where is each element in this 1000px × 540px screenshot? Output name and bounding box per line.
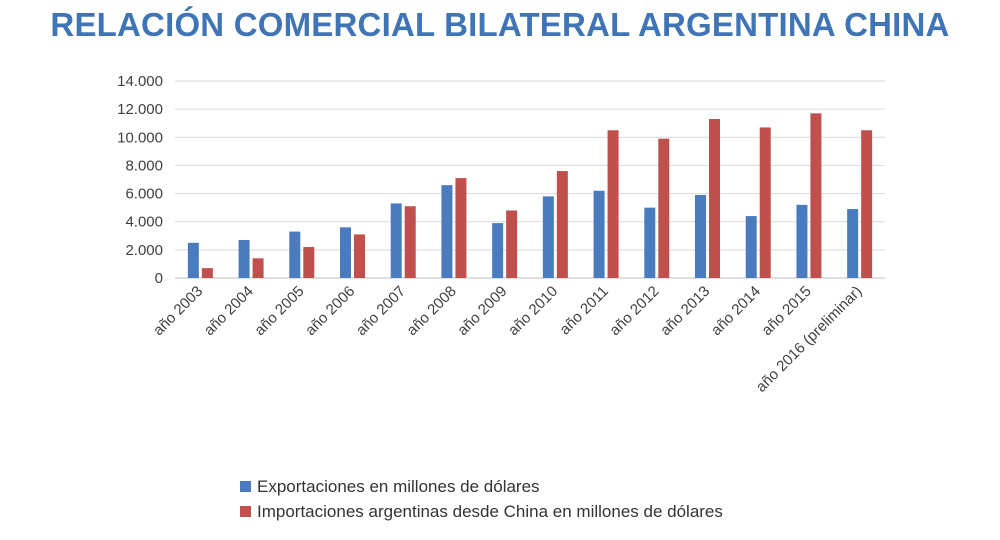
x-tick-label: año 2008	[403, 283, 459, 339]
y-tick-label: 6.000	[125, 186, 163, 203]
x-tick-label: año 2010	[505, 283, 561, 339]
gridlines	[175, 80, 885, 279]
bar-exports	[492, 223, 504, 278]
x-tick-label: año 2005	[251, 283, 307, 339]
bar-exports	[847, 209, 859, 278]
legend: Exportaciones en millones de dólares Imp…	[240, 474, 723, 524]
chart-title: RELACIÓN COMERCIAL BILATERAL ARGENTINA C…	[50, 6, 950, 43]
bar-exports	[593, 190, 605, 278]
y-axis-tick-labels: 0 2.000 4.000 6.000 8.000 10.000 12.000 14.000	[117, 73, 163, 287]
y-tick-label: 12.000	[117, 101, 163, 118]
legend-label-imports: Importaciones argentinas desde China en …	[257, 501, 723, 521]
bar-exports	[542, 196, 554, 278]
bar-imports	[404, 206, 416, 278]
bar-exports	[644, 207, 656, 278]
bar-exports	[238, 240, 250, 278]
bar-imports	[303, 247, 315, 278]
bar-imports	[201, 268, 213, 278]
bar-imports	[556, 171, 568, 278]
x-tick-label: año 2003	[150, 283, 206, 339]
bar-exports	[745, 216, 757, 278]
y-tick-label: 0	[155, 270, 163, 287]
x-tick-label: año 2009	[454, 283, 510, 339]
bar-exports	[441, 185, 453, 278]
x-tick-label: año 2014	[708, 283, 764, 339]
bar-exports	[289, 231, 301, 278]
bar-exports	[390, 203, 402, 278]
bar-exports	[695, 194, 706, 278]
x-tick-label: año 2006	[302, 283, 358, 339]
bar-exports	[340, 227, 351, 278]
bar-imports	[810, 113, 822, 278]
x-tick-label: año 2007	[353, 283, 409, 339]
x-tick-label: año 2012	[606, 283, 662, 339]
legend-label-exports: Exportaciones en millones de dólares	[257, 476, 540, 496]
x-tick-label: año 2011	[556, 283, 611, 338]
x-tick-label: año 2013	[657, 283, 713, 339]
bar-imports	[861, 130, 873, 278]
legend-swatch-exports	[240, 481, 251, 492]
y-tick-label: 10.000	[117, 129, 163, 146]
bars	[187, 113, 873, 278]
x-tick-label: año 2004	[201, 283, 257, 339]
bar-exports	[796, 204, 808, 278]
legend-item-exports: Exportaciones en millones de dólares	[240, 474, 723, 499]
y-tick-label: 14.000	[117, 73, 163, 90]
y-tick-label: 8.000	[125, 157, 163, 174]
bar-imports	[607, 130, 619, 278]
bar-imports	[759, 127, 771, 278]
bar-imports	[709, 118, 720, 278]
bar-imports	[354, 234, 365, 278]
bar-imports	[506, 210, 518, 278]
y-tick-label: 4.000	[125, 214, 163, 231]
legend-swatch-imports	[240, 506, 251, 517]
bar-imports	[252, 258, 264, 278]
legend-item-imports: Importaciones argentinas desde China en …	[240, 499, 723, 524]
bar-exports	[187, 242, 199, 278]
bar-imports	[658, 138, 670, 278]
y-tick-label: 2.000	[125, 242, 163, 259]
bar-imports	[455, 178, 467, 278]
